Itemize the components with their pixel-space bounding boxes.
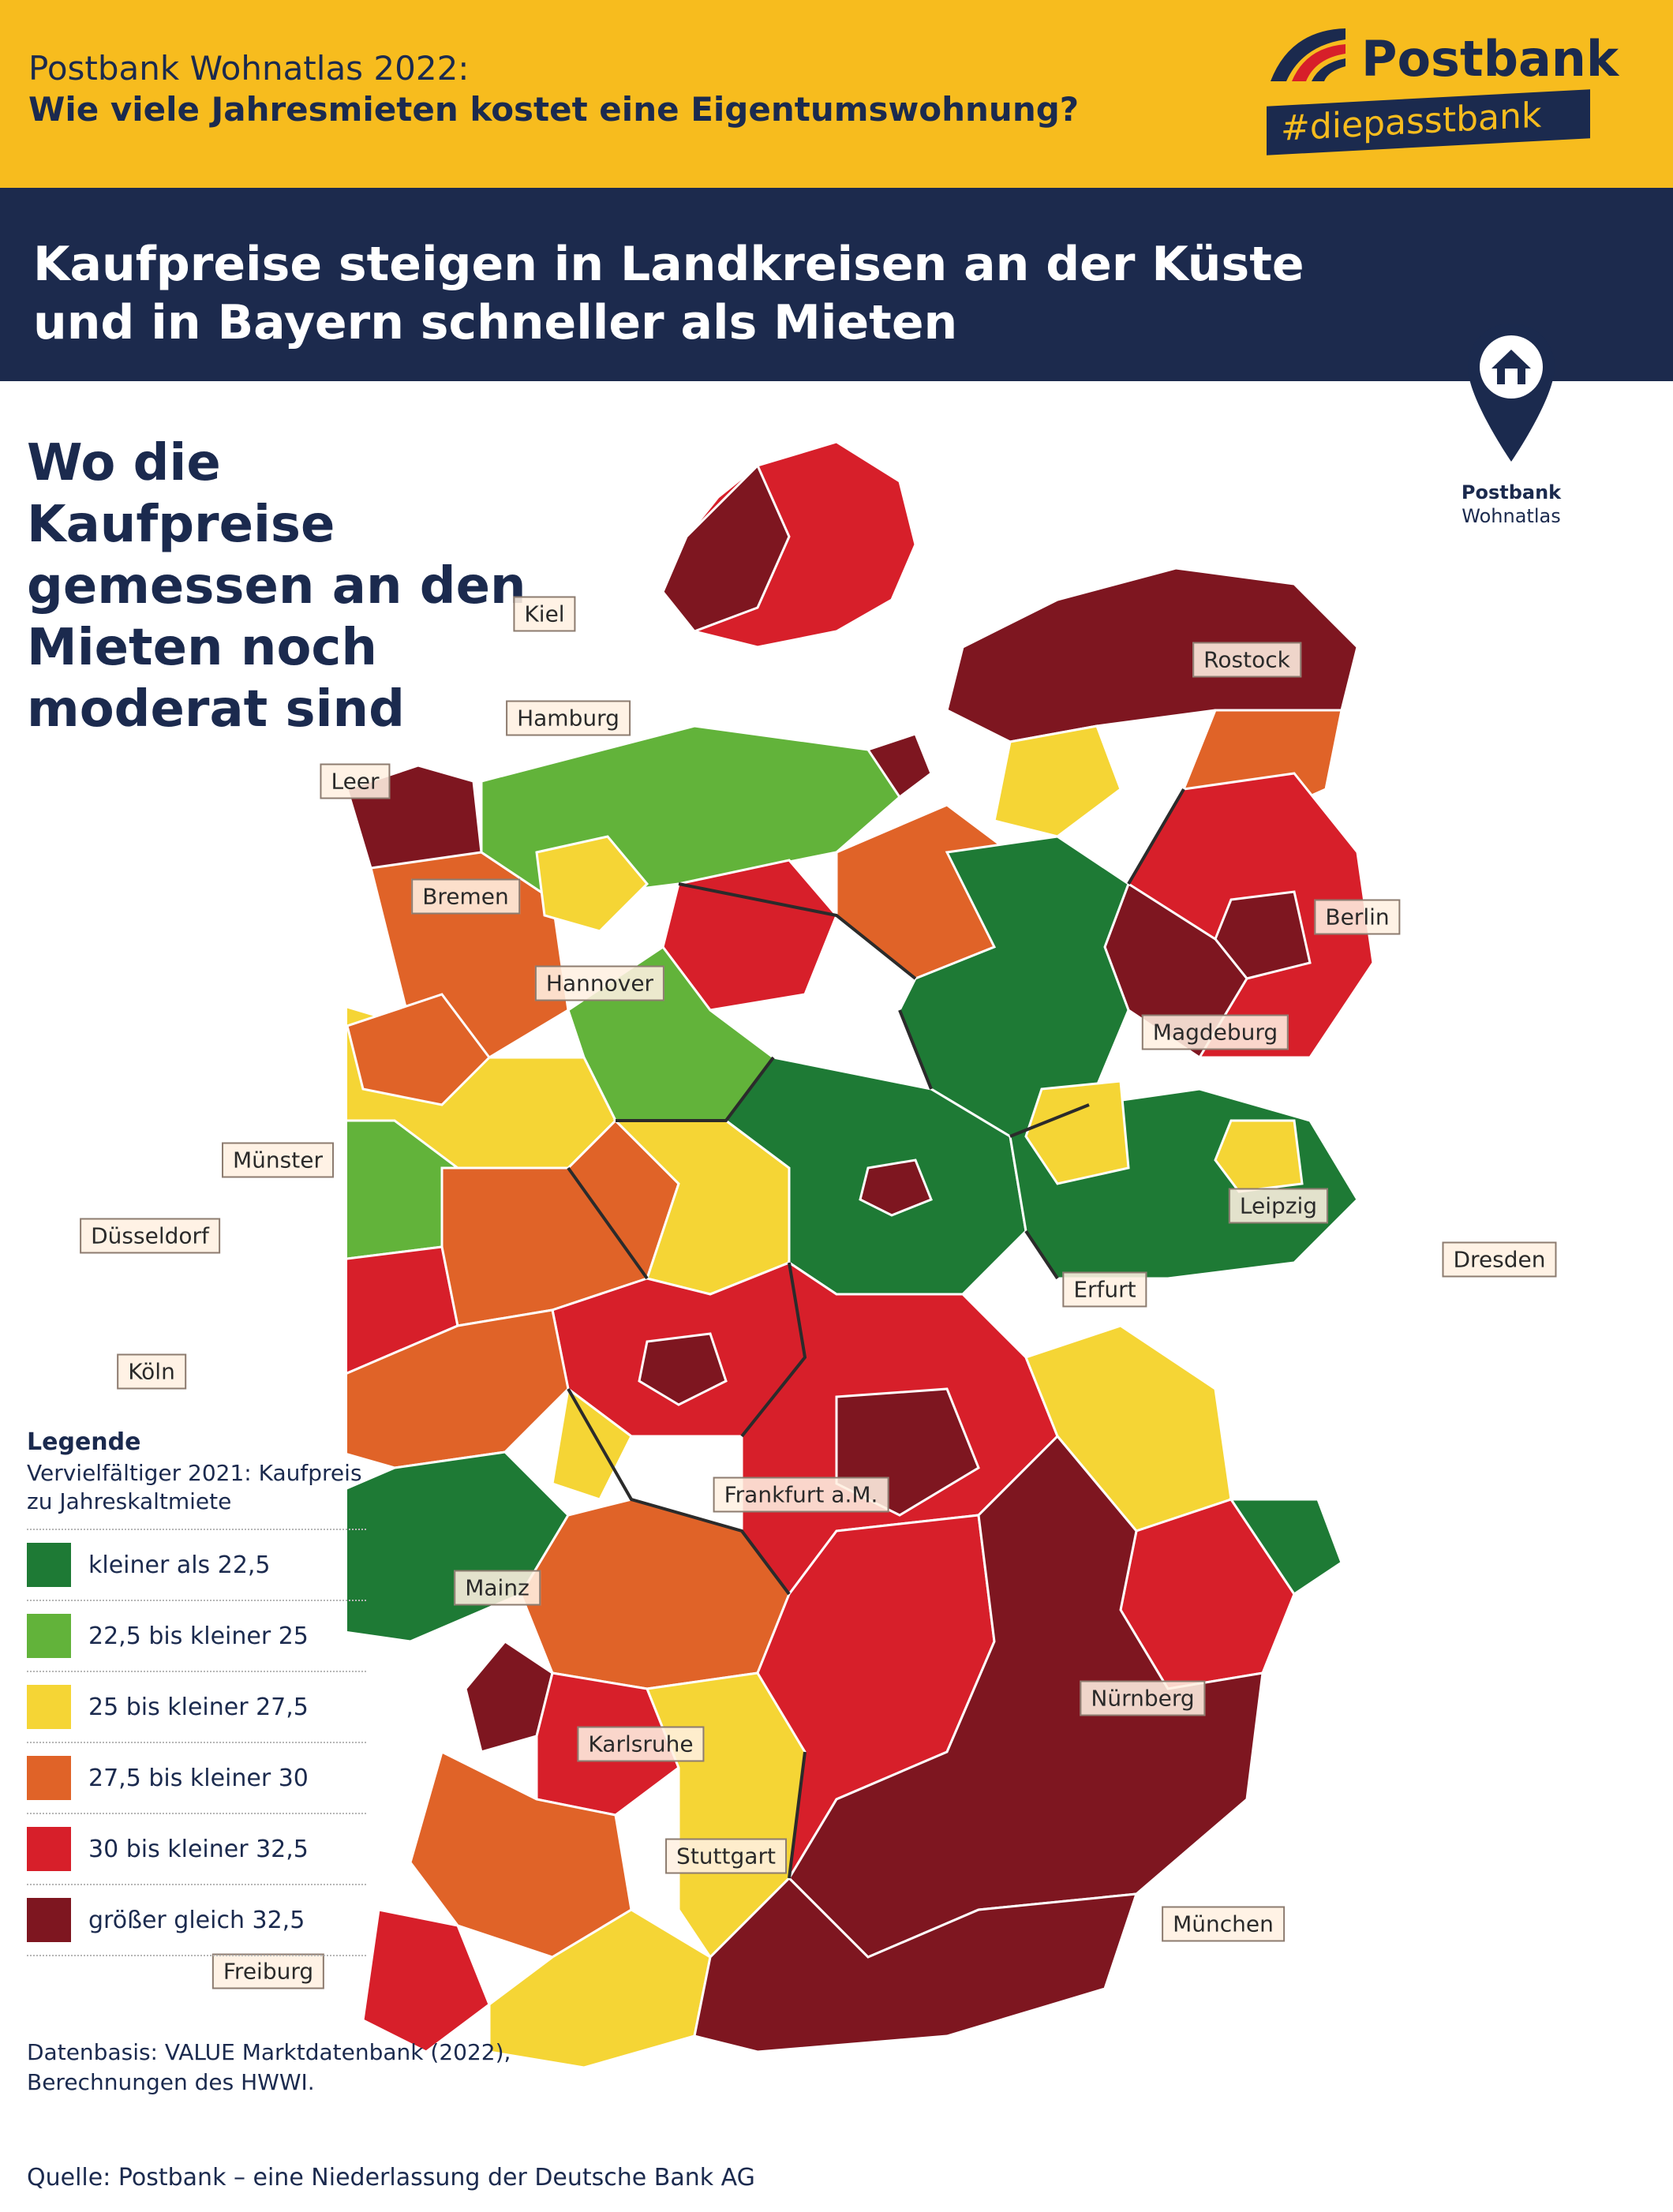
hashtag-text: #diepasstbank <box>1281 95 1542 149</box>
legend-label: 22,5 bis kleiner 25 <box>88 1622 309 1650</box>
legend-swatch <box>27 1614 71 1658</box>
legend-swatch <box>27 1827 71 1871</box>
city-label-freiburg: Freiburg <box>211 1953 325 1989</box>
legend-description: Vervielfältiger 2021: Kaufpreis zu Jahre… <box>27 1460 362 1514</box>
city-label-bremen: Bremen <box>411 878 520 915</box>
pin-brand: Postbank <box>1461 481 1562 503</box>
region-allgaeu <box>693 1876 1139 2053</box>
postbank-logo[interactable]: Postbank <box>1267 22 1619 93</box>
source-credit: Quelle: Postbank – eine Niederlassung de… <box>27 2164 755 2191</box>
region-berlin <box>1214 890 1312 980</box>
pin-sub: Wohnatlas <box>1462 505 1561 527</box>
city-label-karlsruhe: Karlsruhe <box>577 1726 705 1762</box>
legend-label: 30 bis kleiner 32,5 <box>88 1835 309 1863</box>
legend-label: 27,5 bis kleiner 30 <box>88 1764 309 1792</box>
headline: Kaufpreise steigen in Landkreisen an der… <box>33 237 1304 350</box>
data-source-note: Datenbasis: VALUE Marktdatenbank (2022),… <box>27 2039 511 2095</box>
city-label-muenchen: München <box>1162 1906 1285 1942</box>
city-label-berlin: Berlin <box>1314 899 1401 935</box>
city-label-mainz: Mainz <box>454 1570 541 1606</box>
region-passau <box>1229 1498 1343 1596</box>
legend-swatch <box>27 1543 71 1587</box>
city-label-muenster: Münster <box>222 1142 334 1178</box>
legend-label: kleiner als 22,5 <box>88 1551 271 1579</box>
city-label-stuttgart: Stuttgart <box>665 1838 787 1874</box>
legend-item: 22,5 bis kleiner 25 <box>27 1600 366 1671</box>
subheadline: Wo die Kaufpreise gemessen an den Mieten… <box>27 434 526 739</box>
city-label-hamburg: Hamburg <box>506 700 631 736</box>
city-label-duesseldorf: Düsseldorf <box>80 1218 220 1254</box>
region-frankfurt <box>638 1332 728 1406</box>
legend-item: kleiner als 22,5 <box>27 1529 366 1600</box>
legend-swatch <box>27 1756 71 1800</box>
city-label-frankfurt: Frankfurt a.M. <box>713 1477 889 1513</box>
city-label-hannover: Hannover <box>534 965 665 1001</box>
legend-label: größer gleich 32,5 <box>88 1906 305 1934</box>
region-bremen-area <box>535 835 649 933</box>
germany-map: Kiel Rostock Hamburg Leer Bremen Berlin … <box>80 410 1557 2131</box>
legend-item: 25 bis kleiner 27,5 <box>27 1671 366 1742</box>
legend-item: 27,5 bis kleiner 30 <box>27 1742 366 1813</box>
city-label-magdeburg: Magdeburg <box>1141 1014 1289 1050</box>
legend-item: größer gleich 32,5 <box>27 1884 366 1956</box>
legend-label: 25 bis kleiner 27,5 <box>88 1693 309 1721</box>
legend-swatch <box>27 1898 71 1942</box>
header-bar <box>0 0 1673 188</box>
legend-title: Legende <box>27 1428 141 1456</box>
city-label-erfurt: Erfurt <box>1062 1271 1147 1308</box>
header-question: Wie viele Jahresmieten kostet eine Eigen… <box>28 90 1080 129</box>
headline-band <box>0 188 1673 381</box>
city-label-kiel: Kiel <box>513 596 576 632</box>
city-label-leer: Leer <box>320 763 391 799</box>
city-label-dresden: Dresden <box>1442 1241 1557 1278</box>
postbank-swoosh-icon <box>1271 28 1346 81</box>
city-label-rostock: Rostock <box>1192 642 1301 678</box>
district-choropleth <box>188 440 1375 2069</box>
wohnatlas-pin-icon <box>1468 324 1555 462</box>
legend: Legende Vervielfältiger 2021: Kaufpreis … <box>27 1428 366 1956</box>
region-mainz <box>551 1387 633 1501</box>
logo-text: Postbank <box>1361 30 1619 88</box>
city-label-nuernberg: Nürnberg <box>1080 1680 1206 1716</box>
region-erfurt <box>859 1158 933 1217</box>
city-label-koeln: Köln <box>117 1353 186 1390</box>
region-mv-inner <box>993 724 1122 838</box>
region-karlsruhe <box>464 1640 554 1754</box>
legend-item: 30 bis kleiner 32,5 <box>27 1813 366 1884</box>
city-label-leipzig: Leipzig <box>1228 1188 1329 1224</box>
region-muenster <box>346 993 491 1106</box>
region-dresden <box>1214 1119 1304 1193</box>
header-kicker: Postbank Wohnatlas 2022: <box>28 49 470 88</box>
region-sh-west <box>661 463 791 633</box>
region-freiburg <box>361 1908 491 2053</box>
legend-swatch <box>27 1685 71 1729</box>
state-borders <box>567 788 1185 1879</box>
